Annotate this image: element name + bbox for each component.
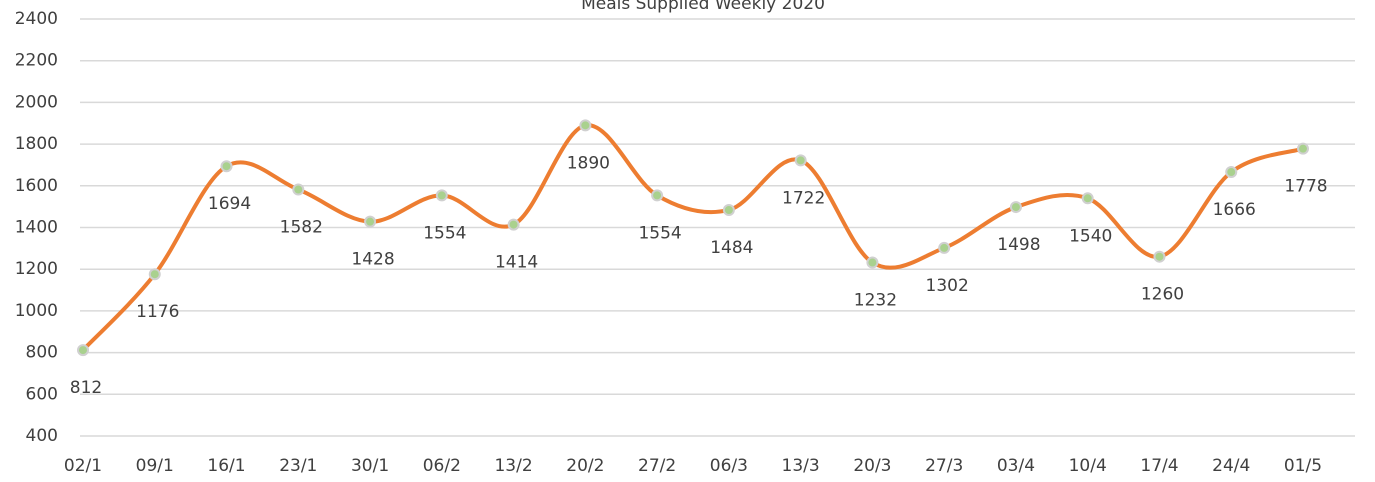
- marker: [148, 268, 161, 281]
- y-tick-label: 1800: [15, 134, 58, 154]
- x-tick-label: 20/3: [853, 456, 891, 476]
- x-tick-label: 10/4: [1069, 456, 1107, 476]
- x-tick-label: 06/2: [423, 456, 461, 476]
- data-label: 1484: [710, 238, 753, 258]
- data-label: 1554: [423, 223, 466, 243]
- y-tick-label: 1200: [15, 259, 58, 279]
- marker: [220, 160, 233, 173]
- data-label: 1232: [854, 291, 897, 311]
- y-tick-label: 800: [26, 343, 58, 363]
- y-tick-label: 1600: [15, 176, 58, 196]
- marker: [1081, 192, 1094, 205]
- data-label: 1414: [495, 253, 538, 273]
- data-label: 1722: [782, 188, 825, 208]
- data-label: 1890: [567, 153, 610, 173]
- marker: [722, 203, 735, 216]
- x-tick-label: 24/4: [1212, 456, 1250, 476]
- x-tick-label: 27/3: [925, 456, 963, 476]
- y-tick-label: 2400: [15, 9, 58, 29]
- x-tick-label: 27/2: [638, 456, 676, 476]
- data-label: 1428: [351, 250, 394, 270]
- x-tick-label: 20/2: [566, 456, 604, 476]
- data-label: 1302: [926, 276, 969, 296]
- x-tick-label: 09/1: [136, 456, 174, 476]
- marker: [579, 119, 592, 132]
- marker: [1297, 142, 1309, 155]
- x-tick-label: 30/1: [351, 456, 389, 476]
- marker: [651, 189, 664, 202]
- marker: [938, 241, 951, 254]
- marker: [1153, 250, 1166, 263]
- data-label: 1176: [136, 302, 179, 322]
- x-tick-label: 03/4: [997, 456, 1035, 476]
- y-tick-label: 1000: [15, 301, 58, 321]
- data-label: 1778: [1284, 177, 1327, 197]
- x-tick-label: 16/1: [207, 456, 245, 476]
- y-tick-label: 600: [26, 384, 58, 404]
- x-tick-label: 23/1: [279, 456, 317, 476]
- marker: [1225, 166, 1238, 179]
- y-tick-label: 1400: [15, 218, 58, 238]
- x-tick-label: 06/3: [710, 456, 748, 476]
- marker: [77, 344, 89, 357]
- line: [81, 123, 1304, 352]
- marker: [866, 256, 879, 269]
- data-label: 812: [70, 378, 102, 398]
- y-tick-label: 2000: [15, 92, 58, 112]
- marker: [1009, 201, 1022, 214]
- marker: [507, 218, 520, 231]
- marker: [435, 189, 448, 202]
- x-tick-label: 13/3: [782, 456, 820, 476]
- x-tick-label: 02/1: [64, 456, 102, 476]
- data-label: 1666: [1213, 200, 1256, 220]
- y-tick-label: 2200: [15, 51, 58, 71]
- data-label: 1694: [208, 194, 251, 214]
- data-label: 1582: [280, 218, 323, 238]
- data-label: 1554: [638, 223, 681, 243]
- marker: [794, 154, 807, 167]
- y-tick-label: 400: [26, 426, 58, 446]
- x-tick-label: 01/5: [1284, 456, 1322, 476]
- data-label: 1260: [1141, 285, 1184, 305]
- data-label: 1540: [1069, 226, 1112, 246]
- data-label: 1498: [997, 235, 1040, 255]
- x-tick-label: 13/2: [494, 456, 532, 476]
- chart-title: Meals Supplied Weekly 2020: [581, 0, 825, 14]
- x-tick-label: 17/4: [1140, 456, 1178, 476]
- marker: [292, 183, 305, 196]
- marker: [364, 215, 377, 228]
